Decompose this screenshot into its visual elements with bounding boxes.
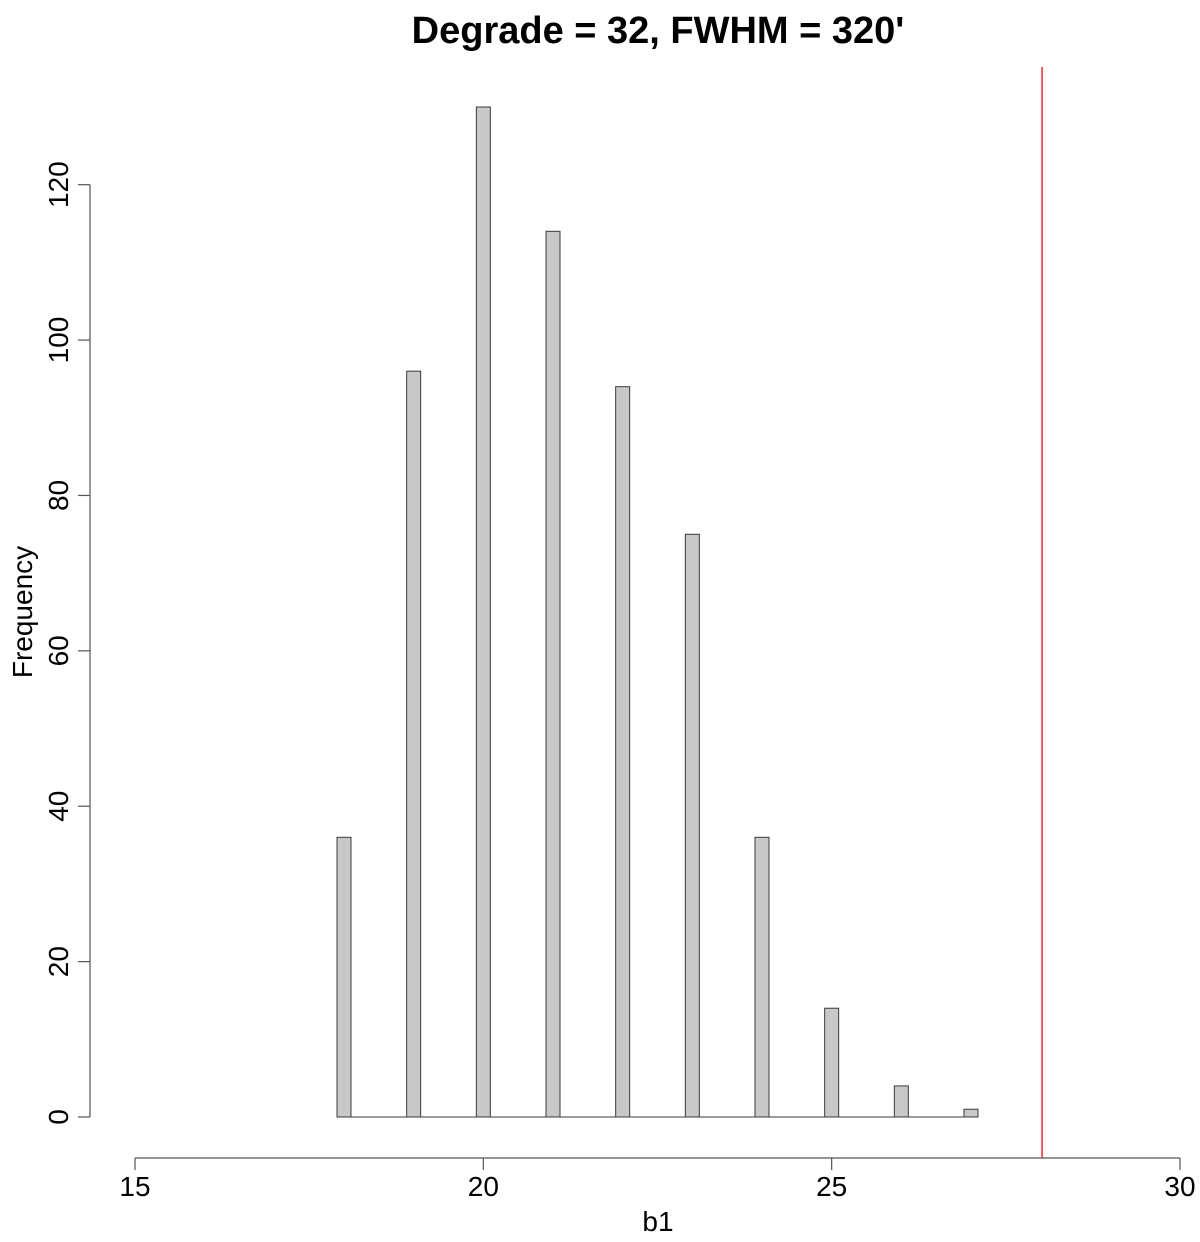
x-axis-label: b1 <box>642 1206 673 1237</box>
x-tick-label: 15 <box>119 1171 150 1202</box>
x-tick-label: 20 <box>468 1171 499 1202</box>
y-axis-label: Frequency <box>7 546 38 678</box>
histogram-bar <box>893 1085 909 1118</box>
histogram-bar <box>684 533 700 1118</box>
histogram-bar <box>824 1007 840 1118</box>
x-axis: 15 20 25 30 <box>119 1157 1196 1202</box>
chart-title: Degrade = 32, FWHM = 320' <box>412 10 905 52</box>
y-tick-label: 80 <box>43 480 74 511</box>
x-tick-label: 30 <box>1164 1171 1195 1202</box>
y-tick-label: 20 <box>43 946 74 977</box>
histogram-bar <box>336 836 352 1118</box>
histogram-bar <box>475 106 491 1118</box>
histogram-bar <box>615 386 631 1118</box>
y-tick-label: 0 <box>43 1109 74 1125</box>
y-axis: 0 20 40 60 80 100 120 <box>43 161 91 1125</box>
histogram-bar <box>545 230 561 1118</box>
y-tick-label: 60 <box>43 635 74 666</box>
y-tick-label: 40 <box>43 791 74 822</box>
x-tick-label: 25 <box>816 1171 847 1202</box>
histogram-bars <box>336 106 979 1118</box>
histogram-bar <box>963 1108 979 1118</box>
y-tick-label: 120 <box>43 161 74 208</box>
histogram-bar <box>406 370 422 1118</box>
histogram-bar <box>754 836 770 1118</box>
y-tick-label: 100 <box>43 317 74 364</box>
